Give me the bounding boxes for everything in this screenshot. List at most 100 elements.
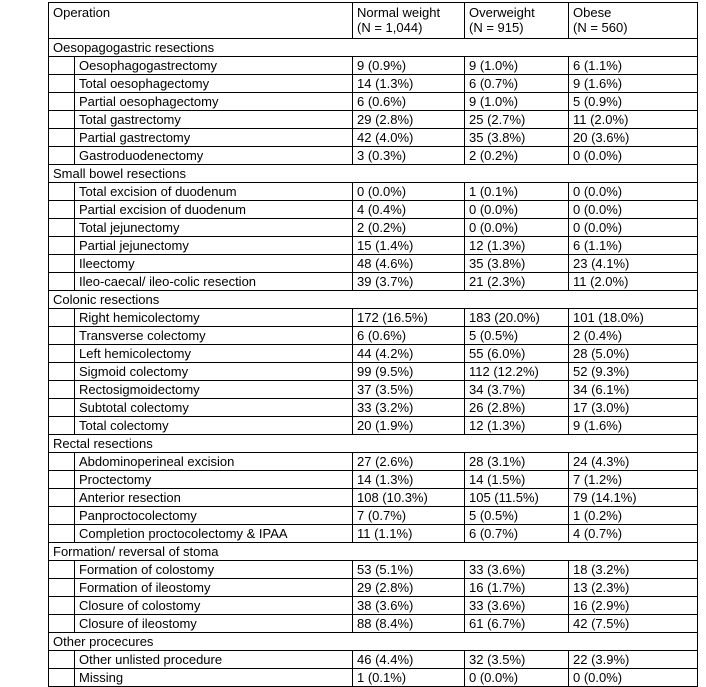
normal-cell: 44 (4.2%) xyxy=(353,345,465,363)
overweight-cell: 5 (0.5%) xyxy=(465,507,569,525)
overweight-cell: 12 (1.3%) xyxy=(465,417,569,435)
indent-cell xyxy=(49,525,75,543)
overweight-cell: 0 (0.0%) xyxy=(465,201,569,219)
normal-cell: 48 (4.6%) xyxy=(353,255,465,273)
normal-cell: 15 (1.4%) xyxy=(353,237,465,255)
overweight-cell: 183 (20.0%) xyxy=(465,309,569,327)
operation-cell: Anterior resection xyxy=(75,489,353,507)
obese-cell: 101 (18.0%) xyxy=(569,309,698,327)
table-row: Ileo-caecal/ ileo-colic resection39 (3.7… xyxy=(49,273,698,291)
overweight-cell: 16 (1.7%) xyxy=(465,579,569,597)
section-title: Oesopagogastric resections xyxy=(49,39,698,57)
normal-cell: 29 (2.8%) xyxy=(353,579,465,597)
obese-cell: 17 (3.0%) xyxy=(569,399,698,417)
operation-cell: Proctectomy xyxy=(75,471,353,489)
table-row: Transverse colectomy6 (0.6%)5 (0.5%)2 (0… xyxy=(49,327,698,345)
indent-cell xyxy=(49,309,75,327)
normal-cell: 99 (9.5%) xyxy=(353,363,465,381)
table-row: Abdominoperineal excision27 (2.6%)28 (3.… xyxy=(49,453,698,471)
section-title: Rectal resections xyxy=(49,435,698,453)
normal-cell: 7 (0.7%) xyxy=(353,507,465,525)
overweight-cell: 25 (2.7%) xyxy=(465,111,569,129)
operation-cell: Panproctocolectomy xyxy=(75,507,353,525)
normal-cell: 42 (4.0%) xyxy=(353,129,465,147)
table-row: Oesophagogastrectomy9 (0.9%)9 (1.0%)6 (1… xyxy=(49,57,698,75)
overweight-cell: 105 (11.5%) xyxy=(465,489,569,507)
overweight-cell: 33 (3.6%) xyxy=(465,597,569,615)
col-header-normal: Normal weight(N = 1,044) xyxy=(353,3,465,39)
table-row: Total jejunectomy2 (0.2%)0 (0.0%)0 (0.0%… xyxy=(49,219,698,237)
overweight-cell: 12 (1.3%) xyxy=(465,237,569,255)
overweight-cell: 34 (3.7%) xyxy=(465,381,569,399)
table-row: Total oesophagectomy14 (1.3%)6 (0.7%)9 (… xyxy=(49,75,698,93)
overweight-cell: 21 (2.3%) xyxy=(465,273,569,291)
table-row: Formation of colostomy53 (5.1%)33 (3.6%)… xyxy=(49,561,698,579)
section-row: Other procecures xyxy=(49,633,698,651)
overweight-cell: 0 (0.0%) xyxy=(465,669,569,687)
operation-cell: Total oesophagectomy xyxy=(75,75,353,93)
table-row: Closure of colostomy38 (3.6%)33 (3.6%)16… xyxy=(49,597,698,615)
overweight-cell: 2 (0.2%) xyxy=(465,147,569,165)
obese-cell: 6 (1.1%) xyxy=(569,237,698,255)
obese-cell: 2 (0.4%) xyxy=(569,327,698,345)
table-row: Gastroduodenectomy3 (0.3%)2 (0.2%)0 (0.0… xyxy=(49,147,698,165)
indent-cell xyxy=(49,579,75,597)
operation-cell: Partial excision of duodenum xyxy=(75,201,353,219)
operation-cell: Left hemicolectomy xyxy=(75,345,353,363)
operation-cell: Closure of ileostomy xyxy=(75,615,353,633)
section-title: Other procecures xyxy=(49,633,698,651)
obese-cell: 42 (7.5%) xyxy=(569,615,698,633)
indent-cell xyxy=(49,147,75,165)
indent-cell xyxy=(49,381,75,399)
indent-cell xyxy=(49,201,75,219)
table-row: Proctectomy14 (1.3%)14 (1.5%)7 (1.2%) xyxy=(49,471,698,489)
section-row: Formation/ reversal of stoma xyxy=(49,543,698,561)
overweight-cell: 6 (0.7%) xyxy=(465,75,569,93)
overweight-cell: 35 (3.8%) xyxy=(465,129,569,147)
normal-cell: 4 (0.4%) xyxy=(353,201,465,219)
normal-cell: 53 (5.1%) xyxy=(353,561,465,579)
normal-cell: 1 (0.1%) xyxy=(353,669,465,687)
col-header-obese: Obese(N = 560) xyxy=(569,3,698,39)
operation-cell: Transverse colectomy xyxy=(75,327,353,345)
table-row: Partial oesophagectomy6 (0.6%)9 (1.0%)5 … xyxy=(49,93,698,111)
operation-cell: Sigmoid colectomy xyxy=(75,363,353,381)
table-row: Partial gastrectomy42 (4.0%)35 (3.8%)20 … xyxy=(49,129,698,147)
indent-cell xyxy=(49,363,75,381)
indent-cell xyxy=(49,273,75,291)
normal-cell: 3 (0.3%) xyxy=(353,147,465,165)
overweight-cell: 6 (0.7%) xyxy=(465,525,569,543)
obese-cell: 22 (3.9%) xyxy=(569,651,698,669)
overweight-cell: 1 (0.1%) xyxy=(465,183,569,201)
indent-cell xyxy=(49,129,75,147)
table-row: Panproctocolectomy7 (0.7%)5 (0.5%)1 (0.2… xyxy=(49,507,698,525)
indent-cell xyxy=(49,345,75,363)
obese-cell: 34 (6.1%) xyxy=(569,381,698,399)
operation-cell: Total excision of duodenum xyxy=(75,183,353,201)
indent-cell xyxy=(49,417,75,435)
normal-cell: 38 (3.6%) xyxy=(353,597,465,615)
indent-cell xyxy=(49,219,75,237)
indent-cell xyxy=(49,57,75,75)
indent-cell xyxy=(49,669,75,687)
table-row: Other unlisted procedure46 (4.4%)32 (3.5… xyxy=(49,651,698,669)
table-row: Right hemicolectomy172 (16.5%)183 (20.0%… xyxy=(49,309,698,327)
overweight-cell: 14 (1.5%) xyxy=(465,471,569,489)
obese-cell: 52 (9.3%) xyxy=(569,363,698,381)
operation-cell: Partial gastrectomy xyxy=(75,129,353,147)
section-row: Oesopagogastric resections xyxy=(49,39,698,57)
operation-cell: Formation of colostomy xyxy=(75,561,353,579)
overweight-cell: 112 (12.2%) xyxy=(465,363,569,381)
overweight-cell: 32 (3.5%) xyxy=(465,651,569,669)
table-row: Ileectomy48 (4.6%)35 (3.8%)23 (4.1%) xyxy=(49,255,698,273)
operation-cell: Right hemicolectomy xyxy=(75,309,353,327)
operation-cell: Other unlisted procedure xyxy=(75,651,353,669)
table-row: Completion proctocolectomy & IPAA11 (1.1… xyxy=(49,525,698,543)
normal-cell: 6 (0.6%) xyxy=(353,93,465,111)
obese-cell: 7 (1.2%) xyxy=(569,471,698,489)
col-header-overweight: Overweight(N = 915) xyxy=(465,3,569,39)
obese-cell: 0 (0.0%) xyxy=(569,219,698,237)
section-row: Colonic resections xyxy=(49,291,698,309)
table-row: Rectosigmoidectomy37 (3.5%)34 (3.7%)34 (… xyxy=(49,381,698,399)
obese-cell: 9 (1.6%) xyxy=(569,75,698,93)
